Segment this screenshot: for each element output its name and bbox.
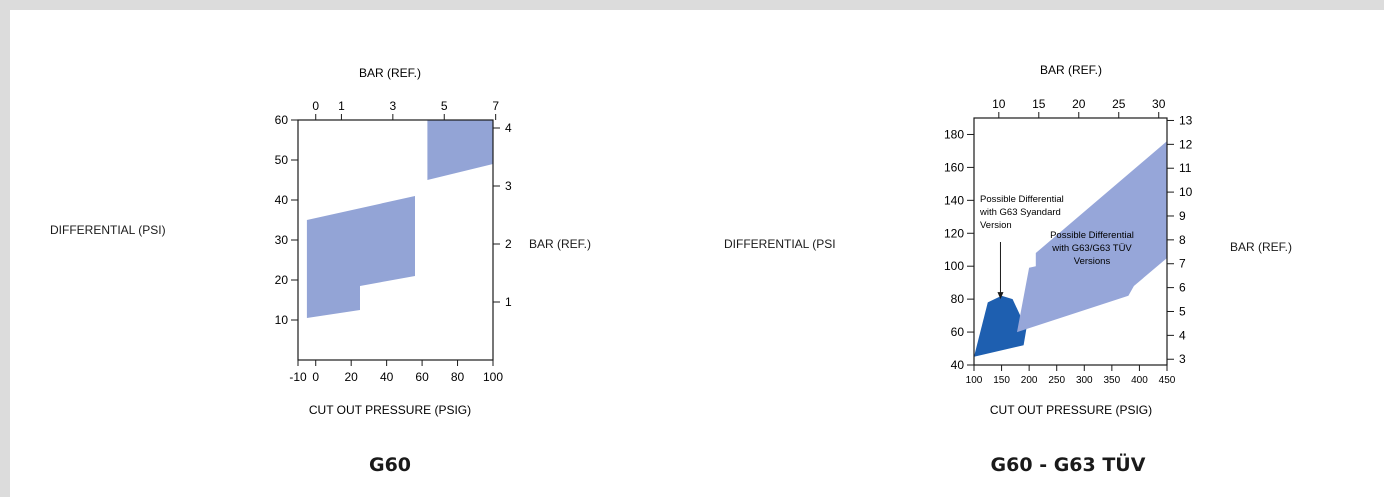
- y-tick-label: 160: [944, 160, 964, 174]
- x2-tick-label: 30: [1152, 97, 1166, 111]
- y2-axis-label: BAR (REF.): [1230, 240, 1293, 254]
- y2-tick-label: 7: [1179, 257, 1186, 271]
- g60-g63-tuv-chart-panel: DIFFERENTIAL (PSI BAR (REF.) BAR (REF.) …: [690, 10, 1384, 497]
- y2-tick-label: 3: [1179, 352, 1186, 366]
- x2-tick-label: 5: [441, 99, 448, 113]
- y2-tick-label: 5: [1179, 304, 1186, 318]
- g60-chart-panel: DIFFERENTIAL (PSI) BAR (REF.) BAR (REF.)…: [10, 10, 690, 497]
- data-region-1: [306, 196, 415, 318]
- y2-tick-label: 13: [1179, 113, 1193, 127]
- y-tick-label: 40: [275, 193, 289, 207]
- y2-tick-label: 6: [1179, 281, 1186, 295]
- y-tick-label: 50: [275, 153, 289, 167]
- y2-tick-label: 1: [505, 295, 512, 309]
- x-tick-label: 40: [380, 370, 394, 384]
- annotation-standard-text: with G63 Syandard: [979, 207, 1061, 218]
- annotation-tuv-text: Versions: [1074, 256, 1111, 267]
- y2-tick-label: 11: [1179, 161, 1192, 175]
- x-tick-label: 400: [1131, 375, 1148, 386]
- annotation-tuv-text: with G63/G63 TÜV: [1051, 243, 1132, 254]
- y-tick-label: 60: [275, 113, 289, 127]
- x2-axis-label: BAR (REF.): [359, 66, 421, 80]
- y-tick-label: 180: [944, 127, 964, 141]
- data-region-2: [1017, 141, 1167, 333]
- x-tick-label: 350: [1104, 375, 1121, 386]
- y-axis-label: DIFFERENTIAL (PSI: [724, 237, 836, 251]
- x-tick-label: -10: [289, 370, 307, 384]
- y2-tick-label: 4: [1179, 328, 1186, 342]
- y2-tick-label: 3: [505, 179, 512, 193]
- x-tick-label: 250: [1048, 375, 1065, 386]
- chart-caption: G60 - G63 TÜV: [990, 454, 1146, 476]
- y-tick-label: 30: [275, 233, 289, 247]
- x-axis-label: CUT OUT PRESSURE (PSIG): [990, 403, 1152, 417]
- x-tick-label: 450: [1159, 375, 1176, 386]
- x-tick-label: 80: [451, 370, 465, 384]
- x2-tick-label: 20: [1072, 97, 1086, 111]
- x2-tick-label: 3: [389, 99, 396, 113]
- x-tick-label: 150: [993, 375, 1010, 386]
- y-tick-label: 40: [951, 358, 965, 372]
- x2-tick-label: 25: [1112, 97, 1126, 111]
- data-region-2: [427, 120, 493, 180]
- x-axis-label: CUT OUT PRESSURE (PSIG): [309, 403, 471, 417]
- x-tick-label: 20: [345, 370, 359, 384]
- x2-tick-label: 15: [1032, 97, 1046, 111]
- x-tick-label: 60: [415, 370, 429, 384]
- plot-frame: [973, 117, 1168, 366]
- y2-tick-label: 4: [505, 121, 512, 135]
- y-tick-label: 140: [944, 193, 964, 207]
- data-region-1: [974, 295, 1027, 357]
- y2-tick-label: 2: [505, 237, 512, 251]
- x-tick-label: 100: [483, 370, 503, 384]
- annotation-standard-text: Possible Differential: [980, 194, 1064, 205]
- x2-tick-label: 1: [338, 99, 345, 113]
- g60-chart: BAR (REF.) CUT OUT PRESSURE (PSIG) -10 0 2…: [275, 66, 512, 417]
- frame-left-border: [0, 0, 10, 497]
- x2-axis-label: BAR (REF.): [1040, 63, 1102, 77]
- y-axis-label: DIFFERENTIAL (PSI): [50, 223, 166, 237]
- annotation-standard-text: Version: [980, 220, 1012, 231]
- y-tick-label: 120: [944, 226, 964, 240]
- y2-axis-label: BAR (REF.): [529, 237, 592, 251]
- y-tick-label: 100: [944, 259, 964, 273]
- y-tick-label: 20: [275, 273, 289, 287]
- y-tick-label: 60: [951, 325, 965, 339]
- x-tick-label: 100: [966, 375, 983, 386]
- x-tick-label: 300: [1076, 375, 1093, 386]
- frame-top-border: [0, 0, 1384, 10]
- y2-tick-label: 8: [1179, 233, 1186, 247]
- x2-tick-label: 7: [492, 99, 499, 113]
- y-tick-label: 80: [951, 292, 965, 306]
- x2-tick-label: 0: [312, 99, 319, 113]
- annotation-tuv-text: Possible Differential: [1050, 230, 1134, 241]
- chart-caption: G60: [368, 454, 412, 476]
- x-tick-label: 200: [1021, 375, 1038, 386]
- y2-tick-label: 9: [1179, 209, 1186, 223]
- x2-tick-label: 10: [992, 97, 1006, 111]
- x-tick-label: 0: [312, 370, 319, 384]
- y2-tick-label: 10: [1179, 185, 1193, 199]
- y2-tick-label: 12: [1179, 137, 1193, 151]
- annotation-arrow-head: [997, 292, 1004, 300]
- y-tick-label: 10: [275, 313, 289, 327]
- g60-g63-tuv-chart: BAR (REF.) CUT OUT PRESSURE (PSIG) 100 15…: [944, 63, 1193, 417]
